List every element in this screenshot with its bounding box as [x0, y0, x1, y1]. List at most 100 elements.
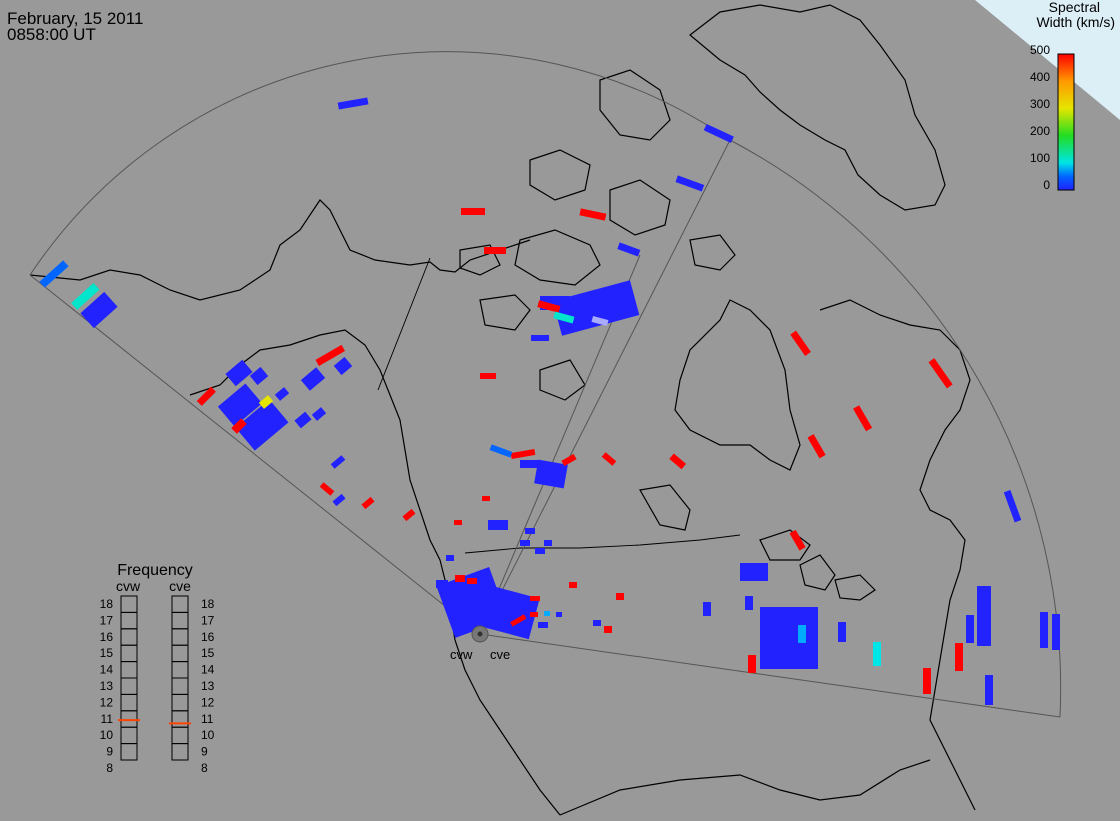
range-gate	[617, 242, 641, 257]
range-gate	[593, 620, 601, 626]
range-gate	[807, 434, 826, 459]
range-gate	[249, 366, 269, 386]
range-gate	[311, 407, 327, 421]
frequency-cell	[171, 710, 189, 728]
range-gate	[544, 611, 550, 616]
frequency-tick: 13	[201, 679, 215, 693]
frequency-tick: 17	[201, 613, 215, 627]
range-gate	[231, 418, 247, 434]
frequency-cell	[120, 726, 138, 745]
range-gate	[80, 291, 118, 329]
frequency-tick: 9	[201, 745, 208, 759]
range-gate	[675, 175, 705, 192]
range-gate	[525, 528, 535, 534]
range-gate	[591, 316, 609, 326]
range-gate	[853, 405, 873, 432]
frequency-tick: 12	[100, 695, 114, 709]
radar-site-dot	[477, 631, 483, 637]
range-gate	[461, 208, 485, 215]
frequency-scale: 18 18 17 17 16 16 15 15 14 14 13 13 12 12 11 11 10 10 9 9 8 8	[100, 597, 215, 775]
frequency-cell	[171, 661, 189, 679]
range-gate	[217, 383, 263, 427]
range-gate	[604, 626, 612, 633]
range-gate	[535, 548, 545, 554]
frequency-tick: 11	[101, 712, 114, 726]
frequency-cell	[120, 677, 138, 695]
range-gate	[579, 208, 607, 221]
range-gate	[740, 563, 768, 581]
range-gate	[402, 508, 416, 522]
frequency-cell	[171, 743, 189, 761]
frequency-cell	[120, 693, 138, 712]
range-gate	[531, 335, 549, 341]
range-gate	[789, 529, 806, 551]
range-gate	[790, 330, 811, 356]
range-gate	[510, 614, 527, 627]
frequency-tick: 15	[100, 646, 114, 660]
frequency-tick: 18	[201, 597, 215, 611]
radar-label-cve: cve	[490, 647, 510, 662]
corner-shade	[975, 0, 1120, 120]
range-gate	[319, 482, 335, 496]
range-gate	[977, 586, 991, 646]
frequency-tick: 12	[201, 695, 215, 709]
legend-tick-100: 100	[1030, 151, 1050, 165]
frequency-cell	[120, 661, 138, 679]
range-gate	[1040, 612, 1048, 648]
range-gate	[616, 593, 624, 600]
range-gate	[544, 540, 552, 546]
range-gate	[569, 582, 577, 588]
frequency-tick: 16	[201, 630, 215, 644]
range-gate	[928, 358, 953, 389]
range-gate	[467, 578, 477, 584]
range-gate	[454, 520, 462, 525]
range-gate	[798, 625, 806, 643]
frequency-cell	[120, 644, 138, 663]
frequency-cell	[120, 743, 138, 761]
coastlines	[29, 4, 976, 816]
frequency-tick: 10	[201, 728, 215, 742]
range-gate	[39, 260, 69, 288]
legend-tick-200: 200	[1030, 124, 1050, 138]
radar-label-cvw: cvw	[450, 647, 473, 662]
range-gate	[294, 411, 312, 429]
range-gate	[745, 596, 753, 610]
frequency-tick: 14	[201, 663, 215, 677]
frequency-tick: 9	[106, 745, 113, 759]
range-gate	[601, 452, 617, 466]
range-gate	[196, 386, 216, 406]
frequency-tick: 15	[201, 646, 215, 660]
range-gate	[455, 575, 465, 582]
frequency-cell	[171, 628, 189, 646]
range-gate	[537, 300, 561, 313]
range-gate	[488, 520, 508, 530]
range-gate	[332, 493, 346, 507]
frequency-tick: 11	[201, 712, 214, 726]
date-label: February, 15 2011	[7, 9, 144, 28]
range-gate	[274, 387, 290, 401]
frequency-tick: 8	[201, 761, 208, 775]
range-gate	[485, 587, 540, 640]
range-gate	[923, 668, 931, 694]
frequency-label-cve: cve	[169, 578, 191, 594]
colorbar	[1057, 53, 1075, 191]
range-gate	[446, 555, 454, 561]
legend-title-line2: Width (km/s)	[1036, 14, 1115, 30]
fov-outline	[29, 51, 1062, 718]
range-gate	[703, 123, 734, 143]
frequency-tick: 8	[106, 761, 113, 775]
range-gate	[538, 622, 548, 628]
frequency-cell	[171, 611, 189, 630]
range-gate	[703, 602, 711, 616]
time-label: 0858:00 UT	[7, 25, 96, 44]
range-gate	[552, 280, 640, 336]
range-gate	[966, 615, 974, 643]
frequency-panel: Frequency cvw cve 18 18 17 17 16 16 15 15 14 14 13…	[100, 562, 215, 775]
legend-tick-500: 500	[1030, 43, 1050, 57]
range-gate	[330, 455, 346, 469]
range-gate	[556, 612, 562, 617]
frequency-cell	[120, 710, 138, 728]
range-gate	[1052, 614, 1060, 650]
frequency-tick: 13	[100, 679, 114, 693]
range-gate	[873, 642, 881, 666]
